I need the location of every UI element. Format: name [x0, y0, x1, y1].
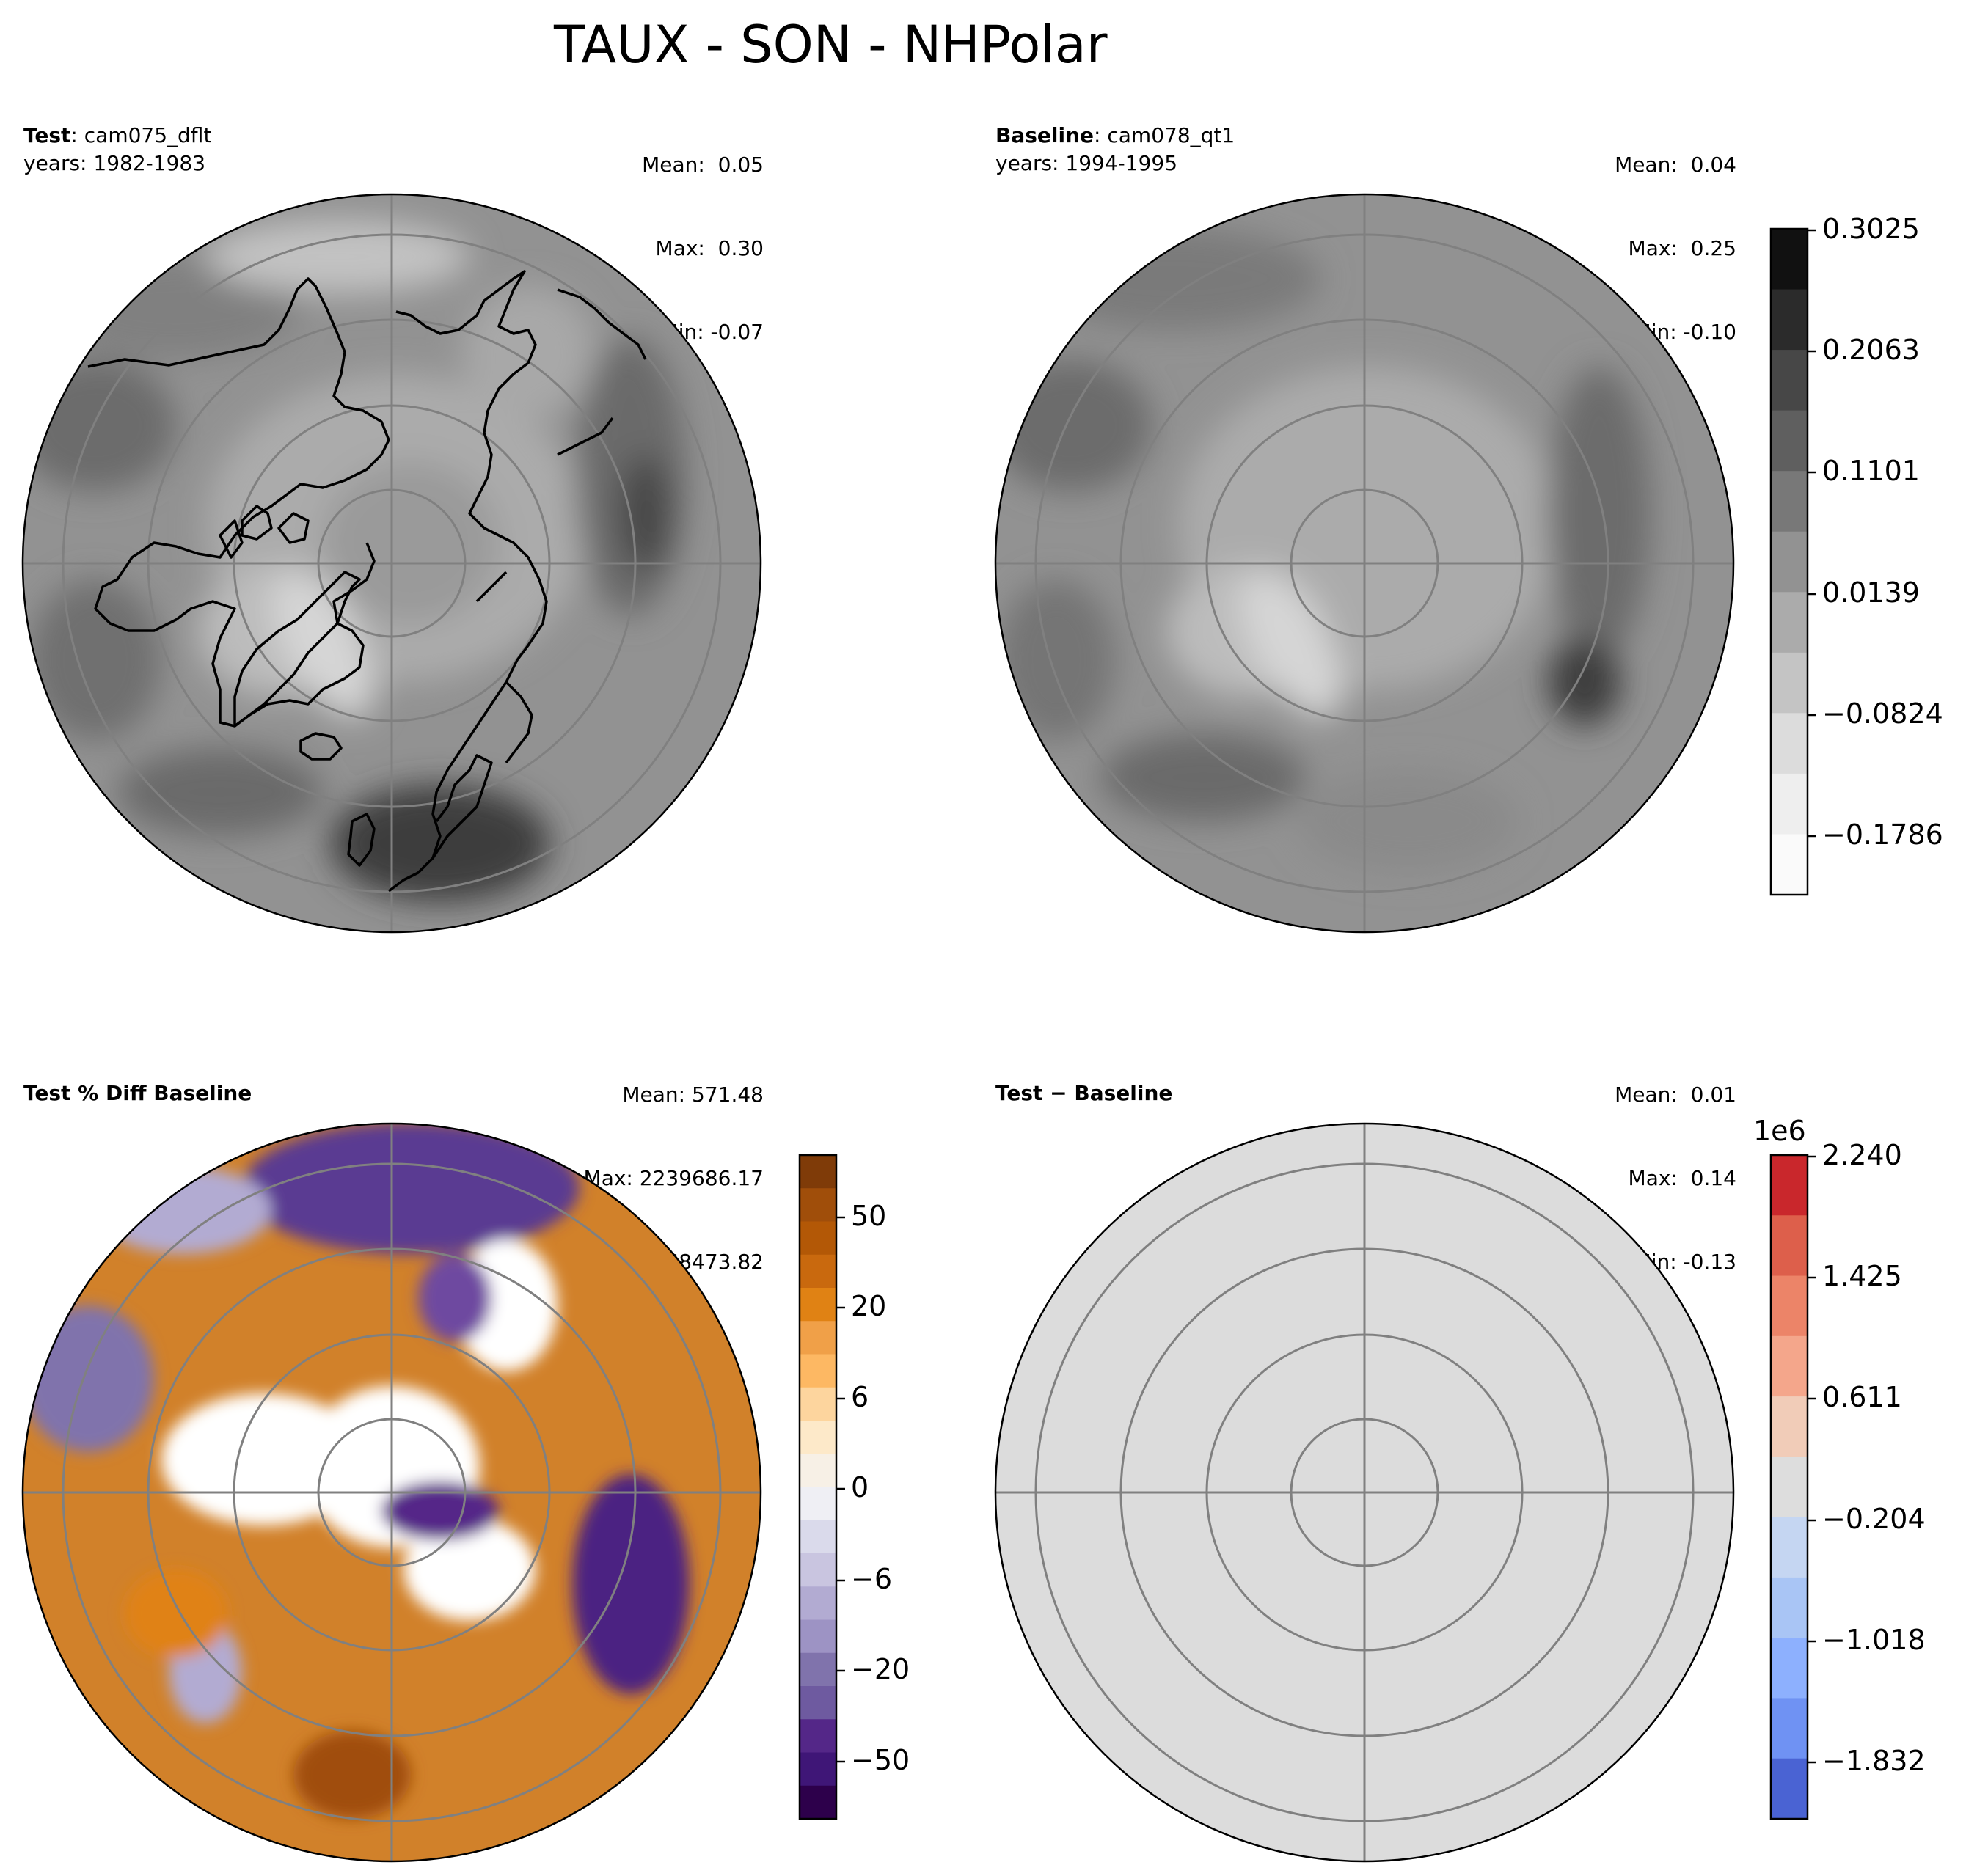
colorbar-swatch [800, 1553, 836, 1587]
test-case-name: cam075_dflt [84, 123, 212, 147]
colorbar-swatch [1771, 289, 1808, 351]
baseline-mean: Mean: 0.04 [1615, 153, 1736, 177]
diff-colorbar-exponent: 1e6 [1753, 1115, 1806, 1147]
colorbar-swatch [1771, 1275, 1808, 1337]
colorbar-swatch [1771, 713, 1808, 774]
colorbar-tick-label: −1.832 [1822, 1745, 1926, 1777]
colorbar-swatch [800, 1686, 836, 1720]
pct-diff-mean: Mean: 571.48 [622, 1082, 764, 1107]
figure-title: TAUX - SON - NHPolar [554, 15, 1108, 75]
diff-case-label: Test − Baseline [995, 1081, 1173, 1105]
colorbar-swatch [800, 1321, 836, 1355]
colorbar-tick-label: −1.018 [1822, 1624, 1926, 1656]
colorbar-tick-label: 2.240 [1822, 1139, 1902, 1171]
label-colon: : [1094, 123, 1108, 147]
pct-diff-max: Max: 2239686.17 [583, 1166, 764, 1190]
colorbar-swatch [800, 1421, 836, 1454]
colorbar-tick-label: 6 [851, 1381, 869, 1413]
test-case-label: Test [23, 123, 71, 147]
pct-diff-colorbar [798, 1154, 845, 1820]
diff-colorbar [1769, 1154, 1816, 1820]
colorbar-swatch [800, 1719, 836, 1754]
colorbar-swatch [800, 1221, 836, 1256]
colorbar-tick-label: 20 [851, 1290, 887, 1322]
colorbar-swatch [1771, 1335, 1808, 1397]
colorbar-swatch [800, 1155, 836, 1189]
colorbar-swatch [1771, 773, 1808, 835]
pct-diff-map [21, 1122, 762, 1863]
colorbar-swatch [1771, 1638, 1808, 1699]
colorbar-tick-label: −0.204 [1822, 1503, 1926, 1535]
test-map [21, 193, 762, 934]
colorbar-swatch [1771, 1577, 1808, 1638]
colorbar-swatch [800, 1619, 836, 1654]
colorbar-tick-label: 50 [851, 1200, 887, 1232]
colorbar-swatch [1771, 229, 1808, 290]
colorbar-tick-label: 0.1101 [1822, 455, 1920, 487]
colorbar-tick-label: −0.0824 [1822, 697, 1943, 730]
diff-panel-label: Test − Baseline [995, 1080, 1172, 1107]
diff-max: Max: 0.14 [1628, 1166, 1736, 1190]
colorbar-tick-label: 1.425 [1822, 1260, 1902, 1292]
pct-diff-panel-label: Test % Diff Baseline [23, 1080, 252, 1107]
colorbar-swatch [800, 1354, 836, 1388]
colorbar-swatch [800, 1188, 836, 1223]
colorbar-swatch [800, 1254, 836, 1289]
colorbar-swatch [1771, 350, 1808, 411]
baseline-case-name: cam078_qt1 [1107, 123, 1235, 147]
colorbar-tick-label: −6 [851, 1563, 893, 1595]
colorbar-swatch [1771, 1215, 1808, 1277]
colorbar-swatch [1771, 531, 1808, 593]
colorbar-swatch [1771, 1698, 1808, 1759]
colorbar-tick-label: 0.611 [1822, 1381, 1902, 1413]
diff-map [994, 1122, 1735, 1863]
colorbar-tick-label: 0 [851, 1471, 869, 1503]
colorbar-tick-label: −20 [851, 1653, 910, 1685]
colorbar-tick-label: 0.0139 [1822, 576, 1920, 609]
colorbar-swatch [1771, 410, 1808, 472]
colorbar-swatch [1771, 652, 1808, 714]
colorbar-swatch [800, 1288, 836, 1322]
diff-stats: Mean: 0.01 Max: 0.14 Min: -0.13 [1615, 1025, 1736, 1304]
colorbar-swatch [800, 1785, 836, 1820]
label-colon: : [70, 123, 84, 147]
test-panel-label: Test: cam075_dflt years: 1982-1983 [23, 122, 211, 177]
colorbar-swatch [800, 1586, 836, 1621]
colorbar-swatch [1771, 1758, 1808, 1820]
baseline-years: years: 1994-1995 [995, 151, 1178, 175]
colorbar-swatch [1771, 471, 1808, 532]
colorbar-swatch [1771, 1517, 1808, 1578]
colorbar-swatch [1771, 1396, 1808, 1457]
colorbar-swatch [800, 1752, 836, 1787]
colorbar-tick-label: −50 [851, 1744, 910, 1776]
colorbar-tick-label: 0.2063 [1822, 334, 1920, 366]
baseline-max: Max: 0.25 [1628, 236, 1736, 260]
baseline-stats: Mean: 0.04 Max: 0.25 Min: -0.10 [1615, 95, 1736, 374]
test-max: Max: 0.30 [655, 236, 764, 260]
colorbar-frame [1769, 1154, 1809, 1820]
colorbar-swatch [800, 1387, 836, 1421]
test-years: years: 1982-1983 [23, 151, 206, 175]
colorbar-swatch [1771, 1155, 1808, 1216]
baseline-map [994, 193, 1735, 934]
baseline-case-label: Baseline [995, 123, 1095, 147]
baseline-panel-label: Baseline: cam078_qt1 years: 1994-1995 [995, 122, 1235, 177]
diff-mean: Mean: 0.01 [1615, 1082, 1736, 1107]
colorbar-tick-label: 0.3025 [1822, 213, 1920, 245]
pct-diff-case-label: Test % Diff Baseline [23, 1081, 252, 1105]
colorbar-swatch [800, 1520, 836, 1554]
colorbar-swatch [1771, 834, 1808, 895]
colorbar-frame [798, 1154, 838, 1820]
colorbar-frame [1769, 227, 1809, 896]
gray-colorbar [1769, 227, 1816, 896]
colorbar-swatch [800, 1454, 836, 1488]
colorbar-swatch [1771, 592, 1808, 653]
colorbar-swatch [1771, 1457, 1808, 1518]
test-mean: Mean: 0.05 [642, 153, 764, 177]
colorbar-tick-label: −0.1786 [1822, 818, 1943, 851]
colorbar-swatch [800, 1487, 836, 1521]
colorbar-swatch [800, 1652, 836, 1687]
